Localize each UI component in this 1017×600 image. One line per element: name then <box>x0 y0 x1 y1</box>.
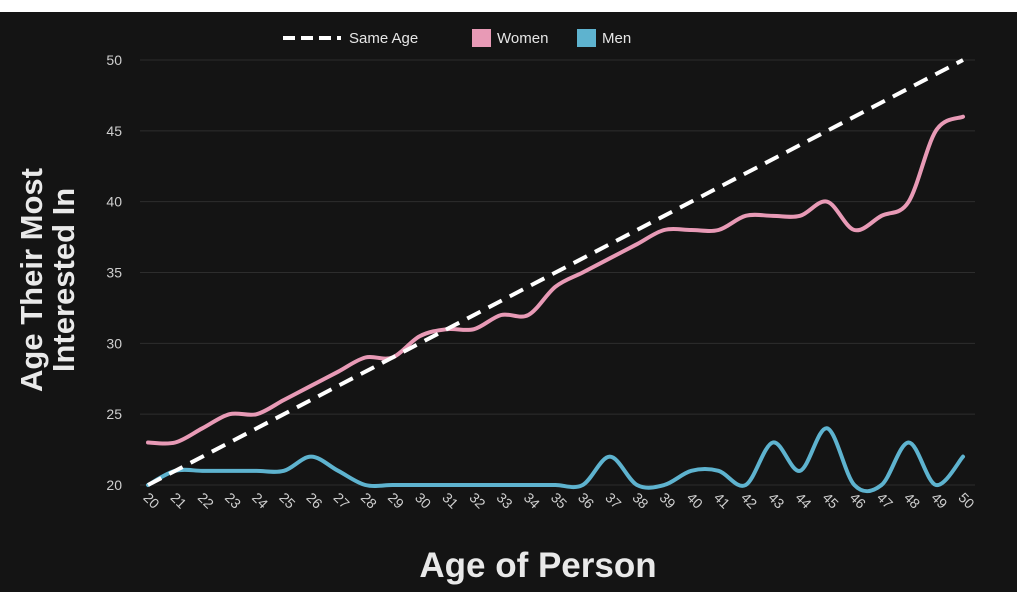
x-tick-label: 30 <box>412 489 434 511</box>
legend-swatch <box>577 29 596 47</box>
x-tick-label: 32 <box>466 489 488 511</box>
x-tick-label: 20 <box>140 489 162 511</box>
x-tick-label: 33 <box>494 489 516 511</box>
series-lines <box>146 58 965 494</box>
y-tick-label: 40 <box>106 194 122 210</box>
x-tick-label: 37 <box>602 489 624 511</box>
legend: Same Age Women Men <box>283 29 631 47</box>
x-tick-label: 21 <box>168 489 190 511</box>
x-tick-label: 43 <box>765 489 787 511</box>
x-tick-label: 34 <box>521 489 543 511</box>
legend-swatch <box>472 29 491 47</box>
x-tick-label: 22 <box>195 489 217 511</box>
x-tick-label: 36 <box>575 489 597 511</box>
x-tick-label: 26 <box>303 489 325 511</box>
series-line-men <box>146 426 965 494</box>
y-tick-label: 30 <box>106 335 122 351</box>
x-tick-label: 40 <box>684 489 706 511</box>
x-tick-label: 28 <box>358 489 380 511</box>
grid-lines <box>140 59 975 486</box>
x-tick-label: 25 <box>276 489 298 511</box>
x-tick-label: 48 <box>901 489 923 511</box>
legend-label: Women <box>497 30 548 47</box>
y-axis-title: Age Their Most Interested In <box>14 168 81 392</box>
x-tick-labels: 20 21 22 23 24 25 26 27 28 29 30 31 32 33 34 35 36 37 38 39… <box>140 489 977 511</box>
x-tick-label: 41 <box>711 489 733 511</box>
legend-item-same-age: Same Age <box>283 30 418 47</box>
legend-item-women: Women <box>472 29 548 47</box>
y-tick-label: 45 <box>106 123 122 139</box>
chart-panel: 20 25 30 35 40 45 50 20 21 22 23 24 25 26 27 28 29 30 31 3… <box>0 12 1017 592</box>
x-tick-label: 50 <box>955 489 977 511</box>
legend-label: Same Age <box>349 30 418 47</box>
y-tick-label: 25 <box>106 406 122 422</box>
y-tick-label: 35 <box>106 265 122 281</box>
legend-item-men: Men <box>577 29 631 47</box>
x-tick-label: 31 <box>439 489 461 511</box>
x-tick-label: 49 <box>928 489 950 511</box>
x-tick-label: 38 <box>629 489 651 511</box>
series-line-women <box>146 114 965 446</box>
y-axis-title-line-1: Age Their Most <box>14 168 49 392</box>
x-tick-label: 39 <box>657 489 679 511</box>
y-axis-title-line-2: Interested In <box>46 188 81 372</box>
x-tick-label: 35 <box>548 489 570 511</box>
x-tick-label: 42 <box>738 489 760 511</box>
y-tick-labels: 20 25 30 35 40 45 50 <box>106 52 122 493</box>
x-tick-label: 23 <box>222 489 244 511</box>
y-tick-label: 50 <box>106 52 122 68</box>
x-tick-label: 24 <box>249 489 271 511</box>
x-tick-label: 27 <box>331 489 353 511</box>
series-line-same-age <box>147 58 964 487</box>
x-tick-label: 47 <box>874 489 896 511</box>
y-tick-label: 20 <box>106 477 122 493</box>
x-axis-title: Age of Person <box>419 546 656 585</box>
x-tick-label: 29 <box>385 489 407 511</box>
x-tick-label: 44 <box>792 489 814 511</box>
legend-label: Men <box>602 30 631 47</box>
x-tick-label: 45 <box>820 489 842 511</box>
